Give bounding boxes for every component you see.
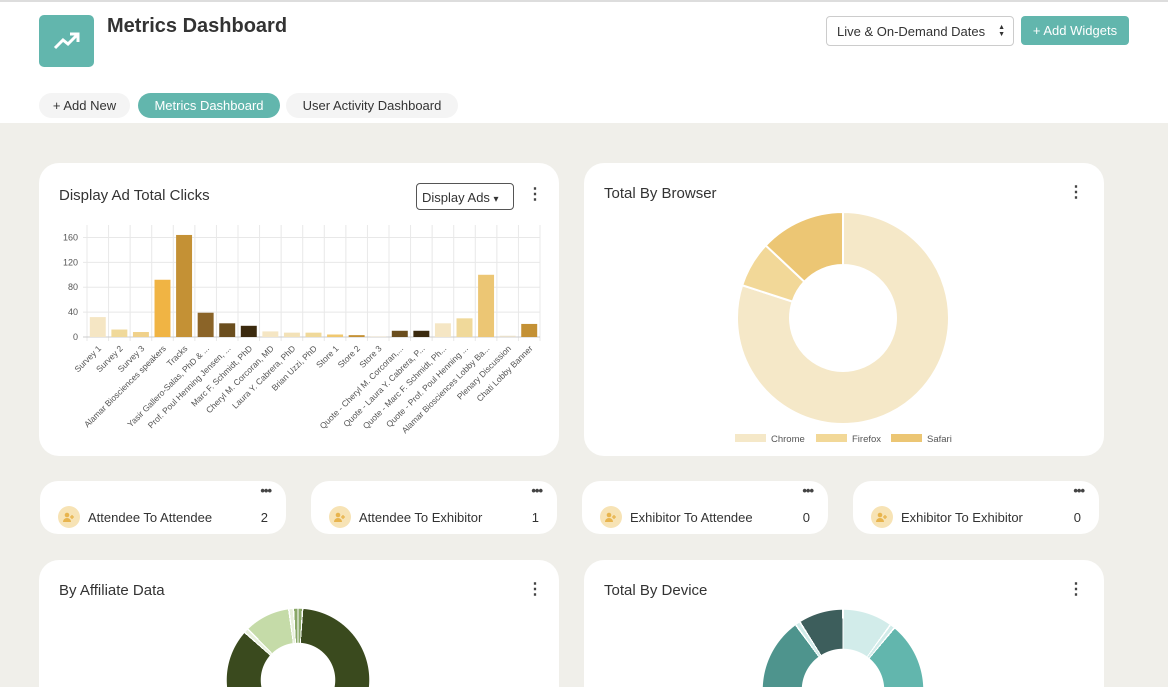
y-tick-label: 120 [63, 257, 78, 267]
user-plus-icon [58, 506, 80, 528]
bar [370, 336, 387, 337]
legend-swatch [891, 434, 922, 442]
bar [456, 318, 473, 337]
date-range-select[interactable]: Live & On-Demand Dates ▲ ▼ [826, 16, 1014, 46]
sort-arrows-icon: ▲ ▼ [998, 24, 1005, 38]
bar [219, 323, 236, 337]
bar [154, 279, 171, 337]
legend-label: Safari [927, 434, 952, 445]
dropdown-value: Display Ads [422, 190, 490, 205]
bar [176, 234, 193, 337]
x-tick-label: Store 1 [314, 343, 341, 370]
stat-card: ••• Attendee To Exhibitor 1 [311, 481, 557, 534]
header: Metrics Dashboard Live & On-Demand Dates… [0, 0, 1168, 123]
y-tick-label: 40 [68, 307, 78, 317]
donut-slice [39, 560, 559, 687]
donut-slice [584, 560, 1104, 687]
stat-value: 0 [1073, 510, 1081, 525]
card-title: Total By Browser [604, 185, 717, 202]
bar [434, 323, 451, 337]
more-options-icon[interactable]: ••• [1073, 483, 1085, 498]
display-ad-clicks-card: Display Ad Total Clicks Display Ads ▾ ⋮ … [39, 163, 559, 456]
bar [89, 317, 106, 337]
stat-label: Attendee To Exhibitor [359, 510, 483, 525]
bar [262, 331, 279, 337]
device-card: Total By Device ⋮ [584, 560, 1104, 687]
card-title: Total By Device [604, 582, 708, 599]
card-title: Display Ad Total Clicks [59, 187, 210, 204]
device-donut-chart [584, 560, 1104, 687]
browser-donut-chart: Chrome Firefox Safari [735, 210, 952, 445]
affiliate-card: By Affiliate Data ⋮ [39, 560, 559, 687]
bar [283, 332, 300, 337]
bar [413, 330, 430, 337]
browser-card: Total By Browser ⋮ Chrome Firefox Safari [584, 163, 1104, 456]
user-plus-icon [871, 506, 893, 528]
bar [327, 334, 344, 337]
stat-card: ••• Attendee To Attendee 2 [40, 481, 286, 534]
bar [240, 325, 257, 337]
y-tick-label: 160 [63, 232, 78, 242]
display-ads-dropdown[interactable]: Display Ads ▾ [416, 183, 514, 210]
stat-value: 0 [802, 510, 810, 525]
donut-slice [764, 210, 844, 284]
trending-up-icon [53, 32, 79, 50]
affiliate-donut-chart [39, 560, 559, 687]
page-title: Metrics Dashboard [107, 15, 288, 37]
more-options-icon[interactable]: ⋮ [1068, 581, 1084, 598]
tab-metrics-dashboard[interactable]: Metrics Dashboard [138, 93, 280, 118]
user-plus-icon [600, 506, 622, 528]
add-widgets-button[interactable]: + Add Widgets [1021, 16, 1129, 45]
bar [391, 330, 408, 337]
legend-swatch [735, 434, 766, 442]
donut-slice [736, 210, 950, 425]
bar [521, 323, 538, 337]
more-options-icon[interactable]: ••• [802, 483, 814, 498]
tab-user-activity-dashboard[interactable]: User Activity Dashboard [286, 93, 458, 118]
more-options-icon[interactable]: ⋮ [1068, 184, 1084, 201]
user-plus-icon [329, 506, 351, 528]
y-tick-label: 80 [68, 282, 78, 292]
tab-add-new[interactable]: + Add New [39, 93, 130, 118]
y-tick-label: 0 [73, 332, 78, 342]
stat-card: ••• Exhibitor To Exhibitor 0 [853, 481, 1099, 534]
more-options-icon[interactable]: ⋮ [527, 186, 543, 203]
legend-label: Firefox [852, 434, 881, 445]
legend-swatch [816, 434, 847, 442]
bar [478, 274, 495, 337]
card-title: By Affiliate Data [59, 582, 165, 599]
bar [197, 312, 214, 337]
bar [305, 332, 322, 337]
stat-label: Attendee To Attendee [88, 510, 213, 525]
stat-value: 2 [260, 510, 268, 525]
legend-label: Chrome [771, 434, 805, 445]
stat-label: Exhibitor To Exhibitor [901, 510, 1023, 525]
more-options-icon[interactable]: ••• [260, 483, 272, 498]
date-range-value: Live & On-Demand Dates [837, 24, 986, 39]
logo [39, 15, 94, 67]
bar [111, 329, 128, 337]
x-tick-label: Store 2 [336, 343, 363, 370]
stat-card: ••• Exhibitor To Attendee 0 [582, 481, 828, 534]
stat-label: Exhibitor To Attendee [630, 510, 753, 525]
more-options-icon[interactable]: ••• [531, 483, 543, 498]
bar [348, 335, 365, 337]
chevron-down-icon: ▾ [493, 194, 499, 205]
more-options-icon[interactable]: ⋮ [527, 581, 543, 598]
bar [132, 332, 149, 337]
bar [499, 335, 516, 337]
stat-value: 1 [531, 510, 539, 525]
